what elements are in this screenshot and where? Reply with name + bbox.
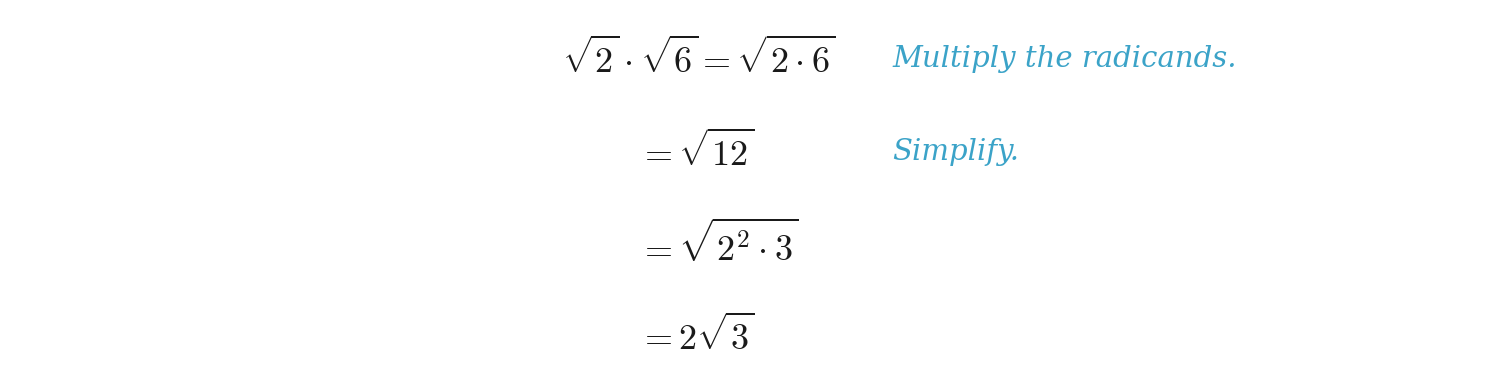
Text: Simplify.: Simplify. [892,138,1020,166]
Text: Multiply the radicands.: Multiply the radicands. [892,45,1238,73]
Text: $= 2\sqrt{3}$: $= 2\sqrt{3}$ [638,314,754,357]
Text: $\sqrt{2} \cdot \sqrt{6} = \sqrt{2 \cdot 6}$: $\sqrt{2} \cdot \sqrt{6} = \sqrt{2 \cdot… [562,38,837,80]
Text: $= \sqrt{12}$: $= \sqrt{12}$ [638,130,753,173]
Text: $= \sqrt{2^2 \cdot 3}$: $= \sqrt{2^2 \cdot 3}$ [638,220,798,269]
